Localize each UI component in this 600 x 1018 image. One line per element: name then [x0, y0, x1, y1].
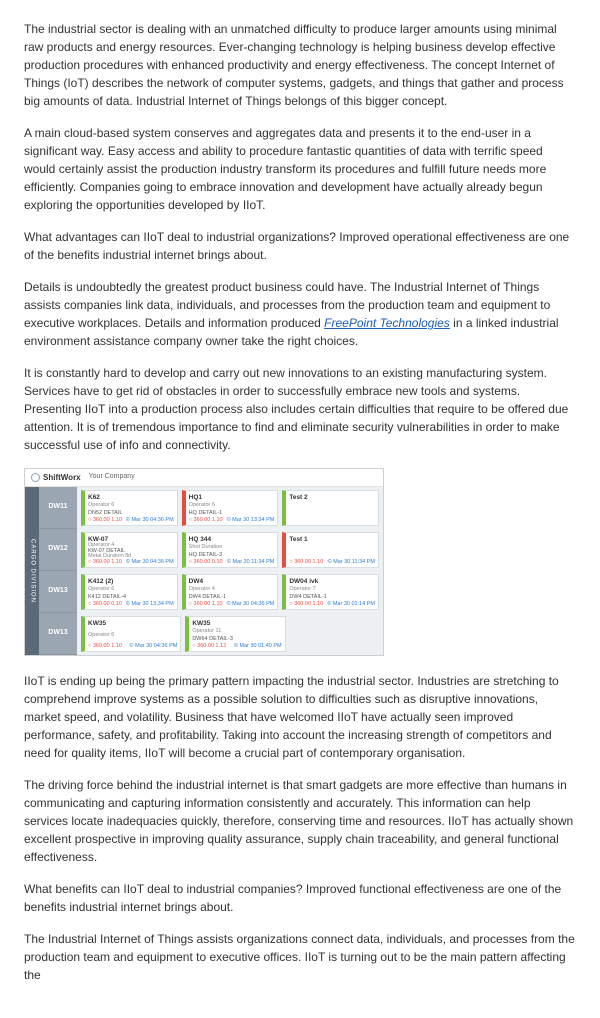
row-label[interactable]: DW13 [39, 571, 77, 613]
card-metric: ○ 360.00 1.10 [88, 558, 122, 566]
body-paragraph: It is constantly hard to develop and car… [24, 364, 576, 454]
card-metric: ○ 360.00 1.10 [88, 516, 122, 524]
card-operator: Operator 6 [88, 585, 174, 592]
card-title: K412 (2) [88, 577, 174, 585]
card-timestamp: © Mar 30 01:40 PM [234, 642, 282, 650]
card-operator: Operator 4 [189, 585, 275, 592]
row-cells: KW-07Operator 4KW-07 DETAILMetal Duratio… [77, 529, 383, 571]
card-metric: ○ 360.00 1.10 [289, 600, 323, 608]
division-tab[interactable]: CARGO DIVISION [25, 487, 39, 655]
card-operator: Shot Duration [189, 543, 275, 550]
card-timestamp: © Mar 30 13:34 PM [227, 516, 275, 524]
card-footer: ○ 360.00 1.10 © Mar 30 13:34 PM [189, 516, 275, 524]
card-timestamp: © Mar 30 04:36 PM [227, 600, 275, 608]
card-metric: ○ 360.00 1.10 [189, 600, 223, 608]
machine-card[interactable]: Test 2 [282, 490, 379, 526]
card-timestamp: © Mar 30 04:36 PM [126, 516, 174, 524]
machine-card[interactable]: KW35 Operator 6 ○ 360.00 1.10 © Mar 30 04:3… [81, 616, 181, 652]
machine-card[interactable]: Test 1 ○ 360.00 1.10 © Mar 30 11:34 PM [282, 532, 379, 568]
card-footer: ○ 360.00 1.10 © Mar 30 04:36 PM [189, 600, 275, 608]
card-metric: ○ 360.00 1.10 [189, 516, 223, 524]
card-timestamp: © Mar 30 04:36 PM [130, 642, 178, 650]
card-footer: ○ 360.00 1.10 © Mar 30 04:36 PM [88, 516, 174, 524]
machine-card[interactable]: DW04 ivkOperator 7DW4 DETAIL-1○ 360.00 1… [282, 574, 379, 610]
card-title: DW04 ivk [289, 577, 375, 585]
card-footer: ○ 360.00 1.12 © Mar 30 01:40 PM [192, 642, 281, 650]
card-detail: HQ DETAIL-3 [189, 551, 275, 558]
card-title: Test 2 [289, 493, 375, 503]
logo-text: ShiftWorx [43, 472, 81, 484]
dashboard-row: DW13K412 (2)Operator 6K412 DETAIL-4○ 360… [39, 571, 383, 613]
card-metric: ○ 360.00 1.10 [289, 558, 323, 566]
card-metric: ○ 360.00 0.10 [189, 558, 223, 566]
machine-card[interactable]: K412 (2)Operator 6K412 DETAIL-4○ 360.00 … [81, 574, 178, 610]
machine-card[interactable]: DW4Operator 4DW4 DETAIL-1○ 360.00 1.10 © … [182, 574, 279, 610]
card-detail: DW64 DETAIL-3 [192, 635, 281, 642]
card-detail: K412 DETAIL-4 [88, 593, 174, 600]
card-title: Test 1 [289, 535, 375, 545]
body-paragraph: The driving force behind the industrial … [24, 776, 576, 866]
card-title: HQ 344 [189, 535, 275, 543]
dashboard-row: DW12KW-07Operator 4KW-07 DETAILMetal Dur… [39, 529, 383, 571]
card-timestamp: © Mar 30 13:34 PM [126, 600, 174, 608]
body-paragraph: Details is undoubtedly the greatest prod… [24, 278, 576, 350]
row-cells: KW35 Operator 6 ○ 360.00 1.10 © Mar 30 04:3… [77, 613, 383, 655]
dashboard-row: DW11K62Operator 6DN52 DETAIL○ 360.00 1.1… [39, 487, 383, 529]
card-title: KW35 [192, 619, 281, 627]
dashboard-rows: DW11K62Operator 6DN52 DETAIL○ 360.00 1.1… [39, 487, 383, 655]
card-timestamp: © Mar 30 04:36 PM [126, 558, 174, 566]
machine-card[interactable]: HQ 344Shot DurationHQ DETAIL-3○ 360.00 0… [182, 532, 279, 568]
card-detail: HQ DETAIL-1 [189, 509, 275, 516]
card-timestamp: © Mar 30 01:14 PM [327, 600, 375, 608]
card-detail: DN52 DETAIL [88, 509, 174, 516]
card-timestamp: © Mar 30 11:34 PM [328, 558, 375, 566]
row-label[interactable]: DW13 [39, 613, 77, 655]
card-operator: Operator 6 [88, 631, 177, 639]
dashboard-header: ShiftWorx Your Company [25, 469, 383, 487]
row-cells: K412 (2)Operator 6K412 DETAIL-4○ 360.00 … [77, 571, 383, 613]
body-paragraph: IIoT is ending up being the primary patt… [24, 672, 576, 762]
dashboard-row: DW13 KW35 Operator 6 ○ 360.00 1.10 © Mar 30 … [39, 613, 383, 655]
row-cells: K62Operator 6DN52 DETAIL○ 360.00 1.10© M… [77, 487, 383, 529]
dashboard-logo: ShiftWorx [31, 472, 81, 484]
card-operator: Operator 7 [289, 585, 375, 592]
card-title: K62 [88, 493, 174, 501]
card-operator: Operator 6 [189, 501, 275, 508]
card-detail: DW4 DETAIL-1 [189, 593, 275, 600]
company-label: Your Company [89, 472, 135, 483]
card-title: DW4 [189, 577, 275, 585]
body-paragraph: A main cloud-based system conserves and … [24, 124, 576, 214]
card-operator: Operator 6 [88, 501, 174, 508]
freepoint-link[interactable]: FreePoint Technologies [324, 316, 450, 330]
card-footer: ○ 360.00 0.10 © Mar 30 13:34 PM [88, 600, 174, 608]
card-title: HQ1 [189, 493, 275, 501]
card-footer: ○ 360.00 1.10 © Mar 30 01:14 PM [289, 600, 375, 608]
machine-card[interactable]: KW-07Operator 4KW-07 DETAILMetal Duratio… [81, 532, 178, 568]
body-paragraph: What benefits can IIoT deal to industria… [24, 880, 576, 916]
card-operator: Operator 11 [192, 627, 281, 634]
card-timestamp: © Mar 30 11:34 PM [227, 558, 274, 566]
card-metric: ○ 360.00 1.12 [192, 642, 226, 650]
card-metric: ○ 360.00 1.10 [88, 642, 122, 650]
empty-cell [290, 616, 379, 652]
row-label[interactable]: DW11 [39, 487, 77, 529]
machine-card[interactable]: HQ1Operator 6HQ DETAIL-1○ 360.00 1.10 © M… [182, 490, 279, 526]
body-paragraph: The industrial sector is dealing with an… [24, 20, 576, 110]
card-footer: ○ 360.00 1.10 © Mar 30 04:36 PM [88, 558, 174, 566]
dashboard-body: CARGO DIVISION DW11K62Operator 6DN52 DET… [25, 487, 383, 655]
body-paragraph: The Industrial Internet of Things assist… [24, 930, 576, 984]
gear-icon [31, 473, 40, 482]
card-metric: ○ 360.00 0.10 [88, 600, 122, 608]
machine-card[interactable]: KW35Operator 11DW64 DETAIL-3○ 360.00 1.1… [185, 616, 285, 652]
shiftworx-dashboard: ShiftWorx Your Company CARGO DIVISION DW… [24, 468, 384, 656]
machine-card[interactable]: K62Operator 6DN52 DETAIL○ 360.00 1.10 © M… [81, 490, 178, 526]
body-paragraph: What advantages can IIoT deal to industr… [24, 228, 576, 264]
card-title: KW35 [88, 619, 177, 629]
row-label[interactable]: DW12 [39, 529, 77, 571]
card-footer: ○ 360.00 0.10 © Mar 30 11:34 PM [189, 558, 275, 566]
card-footer: ○ 360.00 1.10 © Mar 30 04:36 PM [88, 642, 177, 650]
card-footer: ○ 360.00 1.10 © Mar 30 11:34 PM [289, 558, 375, 566]
card-detail: DW4 DETAIL-1 [289, 593, 375, 600]
